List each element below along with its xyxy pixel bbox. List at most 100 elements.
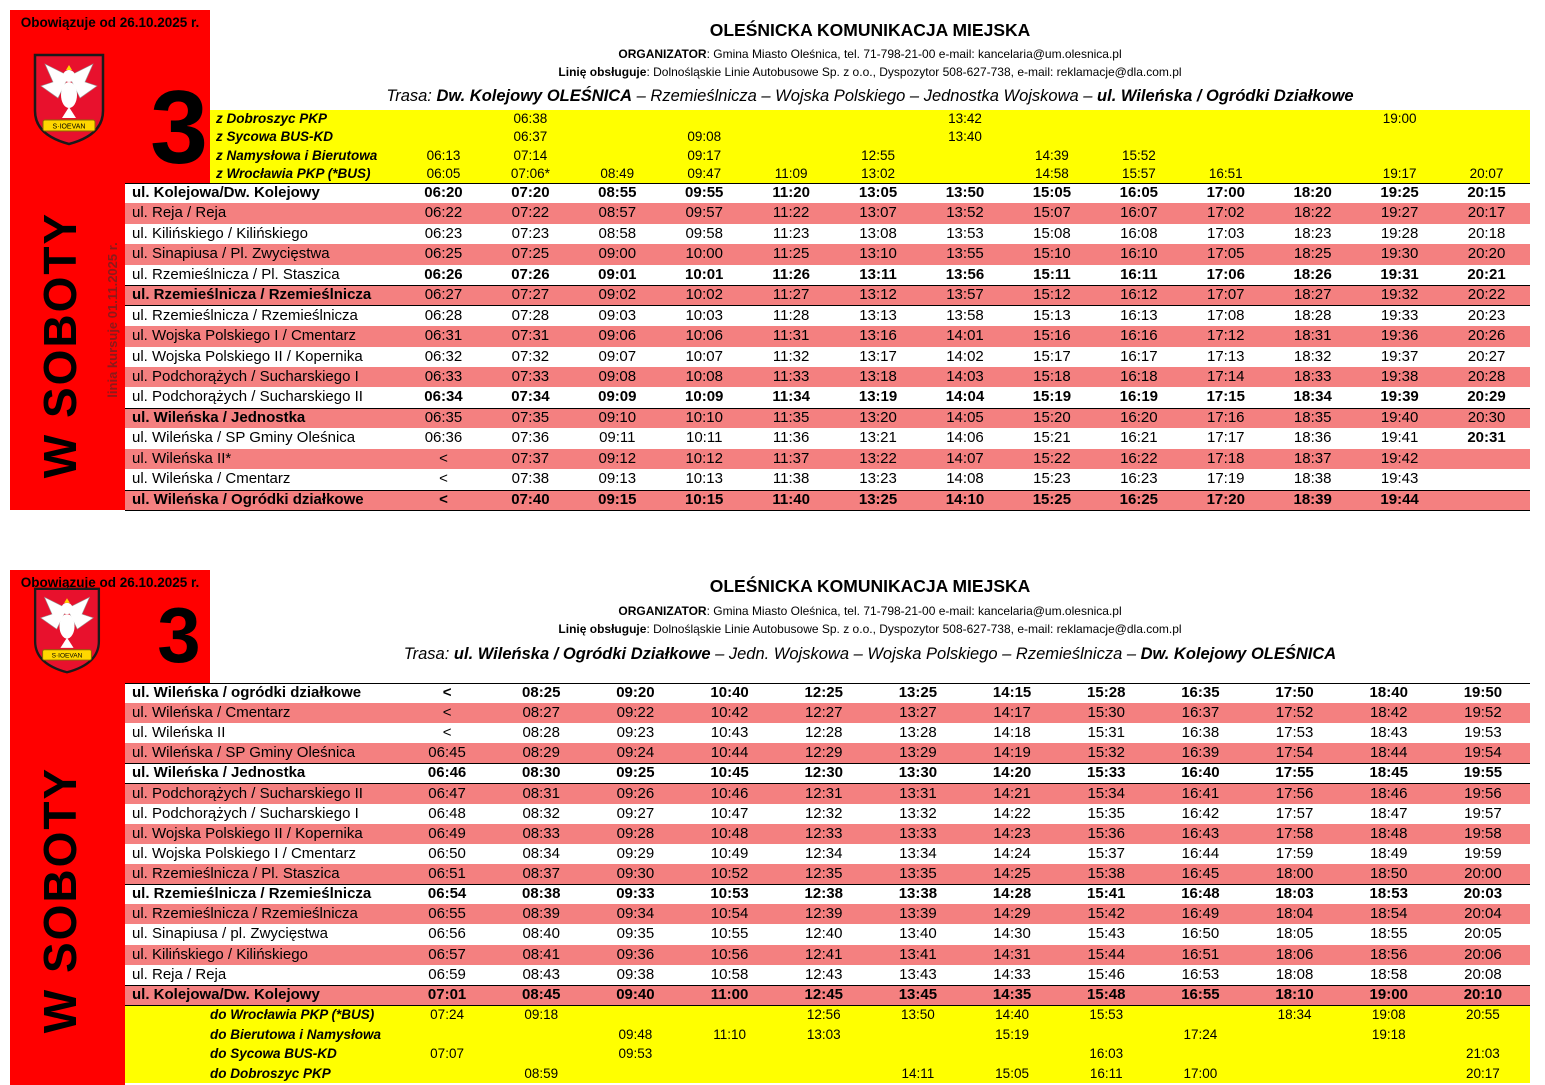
connection-time: 14:11 (901, 1065, 935, 1081)
departure-time: 19:36 (1380, 327, 1419, 345)
connection-time: 15:19 (995, 1026, 1029, 1042)
departure-time: 10:07 (685, 347, 723, 365)
departure-time: 19:33 (1380, 306, 1419, 324)
departure-time: 06:46 (427, 764, 467, 782)
departure-time: 07:32 (511, 347, 550, 365)
connection-time: 20:55 (1466, 1007, 1500, 1022)
departure-time: 17:16 (1206, 408, 1245, 426)
departure-time: 08:43 (522, 965, 560, 983)
departure-time: 15:38 (1087, 865, 1125, 883)
empty-cell (400, 1064, 494, 1084)
departure-time: 19:52 (1464, 704, 1502, 722)
empty-cell (1095, 128, 1182, 146)
departure-time: 20:08 (1464, 965, 1502, 983)
departure-time: 10:45 (710, 764, 749, 782)
stop-row: ul. Podchorążych / Sucharskiego II 06:34 0… (125, 387, 1530, 408)
departure-time: 18:48 (1369, 824, 1408, 842)
departure-time: 13:11 (859, 265, 897, 283)
departure-time: 16:41 (1181, 784, 1220, 802)
empty-cell (1248, 1044, 1342, 1064)
departure-time: 07:22 (511, 204, 550, 222)
connection-time: 15:57 (1121, 165, 1156, 181)
departure-time: 11:33 (772, 367, 810, 385)
departure-time: 17:14 (1206, 367, 1245, 385)
route-part: – Jedn. Wojskowa – Wojska Polskiego – Rz… (710, 645, 1141, 663)
departure-time: 16:23 (1120, 470, 1158, 488)
stop-name: ul. Reja / Reja (132, 204, 227, 222)
departure-time: 19:40 (1380, 408, 1419, 426)
stop-name: ul. Wileńska / SP Gminy Oleśnica (132, 429, 356, 447)
stop-name: ul. Kolejowa/Dw. Kolejowy (132, 184, 320, 201)
departure-time: 12:25 (804, 684, 843, 701)
departure-time: 20:05 (1464, 925, 1502, 943)
departure-time: 10:54 (710, 905, 749, 923)
departure-time: 07:33 (511, 367, 550, 385)
connection-time: 15:53 (1089, 1007, 1124, 1022)
departure-time: 06:25 (424, 245, 463, 263)
departure-time: 18:53 (1369, 885, 1408, 903)
departure-time: 13:18 (859, 367, 897, 385)
departure-time: 09:34 (616, 905, 655, 923)
departure-time: 14:21 (993, 784, 1031, 802)
connection-row: z Sycowa BUS-KD 06:37 09:08 13:40 (210, 128, 1530, 147)
departure-time: 18:55 (1369, 925, 1408, 943)
departure-time: 13:56 (945, 265, 985, 283)
stop-name: ul. Wileńska / SP Gminy Oleśnica (132, 744, 356, 762)
departure-time: 12:31 (804, 784, 843, 802)
departure-time: 18:49 (1369, 844, 1408, 862)
route-part: Dw. Kolejowy OLEŚNICA (1140, 645, 1337, 663)
stop-row: ul. Kilińskiego / Kilińskiego 06:57 08:41 0… (125, 944, 1530, 965)
departure-time: 12:34 (804, 844, 843, 862)
line-number: 3 (157, 591, 201, 679)
departure-time: 16:19 (1119, 388, 1159, 406)
departure-time: 17:50 (1275, 684, 1314, 701)
stop-row: ul. Reja / Reja 06:22 07:22 08:57 09:57 11:22… (125, 203, 1530, 224)
departure-time: 19:58 (1464, 824, 1502, 842)
departure-time: 17:58 (1275, 824, 1314, 842)
departure-time: 09:12 (598, 449, 637, 467)
departure-time: 18:58 (1369, 965, 1408, 983)
stop-row: ul. Wojska Polskiego I / Cmentarz 06:50 08… (125, 843, 1530, 865)
departure-time: 18:40 (1369, 684, 1408, 701)
stop-row: ul. Wileńska / SP Gminy Oleśnica 06:45 08:… (125, 743, 1530, 764)
stop-row: ul. Rzemieślnicza / Rzemieślnicza 06:27 07… (125, 285, 1530, 307)
departure-time: 15:46 (1087, 965, 1125, 983)
departure-time: 11:22 (772, 204, 810, 222)
departure-time: 19:32 (1380, 286, 1419, 304)
empty-cell (748, 110, 835, 128)
departure-time: 16:17 (1120, 347, 1158, 365)
departure-time: 16:25 (1119, 490, 1159, 508)
departure-time: 09:09 (598, 388, 637, 406)
departure-time: 11:36 (772, 429, 810, 447)
stop-name: ul. Rzemieślnicza / Pl. Staszica (132, 265, 340, 283)
connection-time: 14:40 (995, 1007, 1029, 1022)
departure-time: 18:39 (1293, 490, 1332, 508)
departure-time: 09:10 (598, 408, 637, 426)
empty-cell (1269, 110, 1356, 128)
departure-time: 16:49 (1181, 905, 1220, 923)
departure-time: 09:36 (616, 945, 655, 963)
departure-time: 19:42 (1380, 449, 1419, 467)
organizer-text: : Gmina Miasto Oleśnica, tel. 71-798-21-… (706, 47, 1122, 61)
departure-time: 14:02 (946, 347, 984, 365)
stop-name: ul. Sinapiusa / Pl. Zwycięstwa (132, 245, 330, 263)
no-service-mark: < (439, 449, 448, 467)
departure-time: 06:31 (424, 327, 463, 345)
stop-row: ul. Wojska Polskiego II / Kopernika 06:32… (125, 346, 1530, 367)
no-service-mark: < (442, 684, 452, 701)
departure-time: 12:38 (804, 885, 843, 903)
departure-time: 18:47 (1369, 804, 1408, 822)
departure-time: 06:51 (428, 865, 466, 883)
departure-time: 19:31 (1380, 265, 1419, 283)
organizer-line: ORGANIZATOR: Gmina Miasto Oleśnica, tel.… (210, 604, 1530, 618)
empty-cell (1342, 1064, 1436, 1084)
stop-row: ul. Rzemieślnicza / Pl. Staszica 06:26 07:… (125, 264, 1530, 286)
departure-time: 08:30 (522, 764, 561, 782)
departure-time: 07:28 (511, 306, 550, 324)
departure-time: 16:08 (1120, 224, 1158, 242)
connection-time: 08:49 (600, 165, 635, 181)
departure-time: 09:40 (616, 985, 655, 1003)
empty-cell (835, 128, 922, 146)
stop-name: ul. Reja / Reja (132, 965, 227, 983)
departure-time: 13:30 (898, 764, 938, 782)
